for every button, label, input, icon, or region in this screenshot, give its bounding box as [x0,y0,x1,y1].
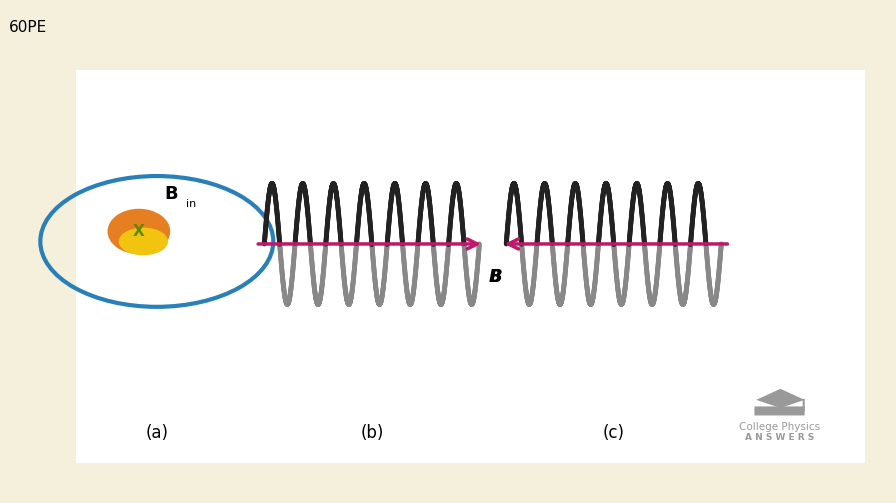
Text: B: B [490,268,503,286]
Ellipse shape [118,228,168,256]
Polygon shape [756,389,805,408]
Text: $\mathbf{B}$: $\mathbf{B}$ [164,185,178,203]
Text: X: X [133,224,145,239]
FancyBboxPatch shape [754,406,805,415]
Text: College Physics: College Physics [739,422,820,432]
FancyBboxPatch shape [76,70,865,463]
Text: A N S W E R S: A N S W E R S [745,433,814,442]
Ellipse shape [108,209,170,254]
Text: (b): (b) [360,424,383,442]
Text: B: B [489,268,502,286]
Text: (a): (a) [145,424,168,442]
Text: 60PE: 60PE [9,20,47,35]
Text: (c): (c) [603,424,625,442]
Text: in: in [186,199,196,209]
